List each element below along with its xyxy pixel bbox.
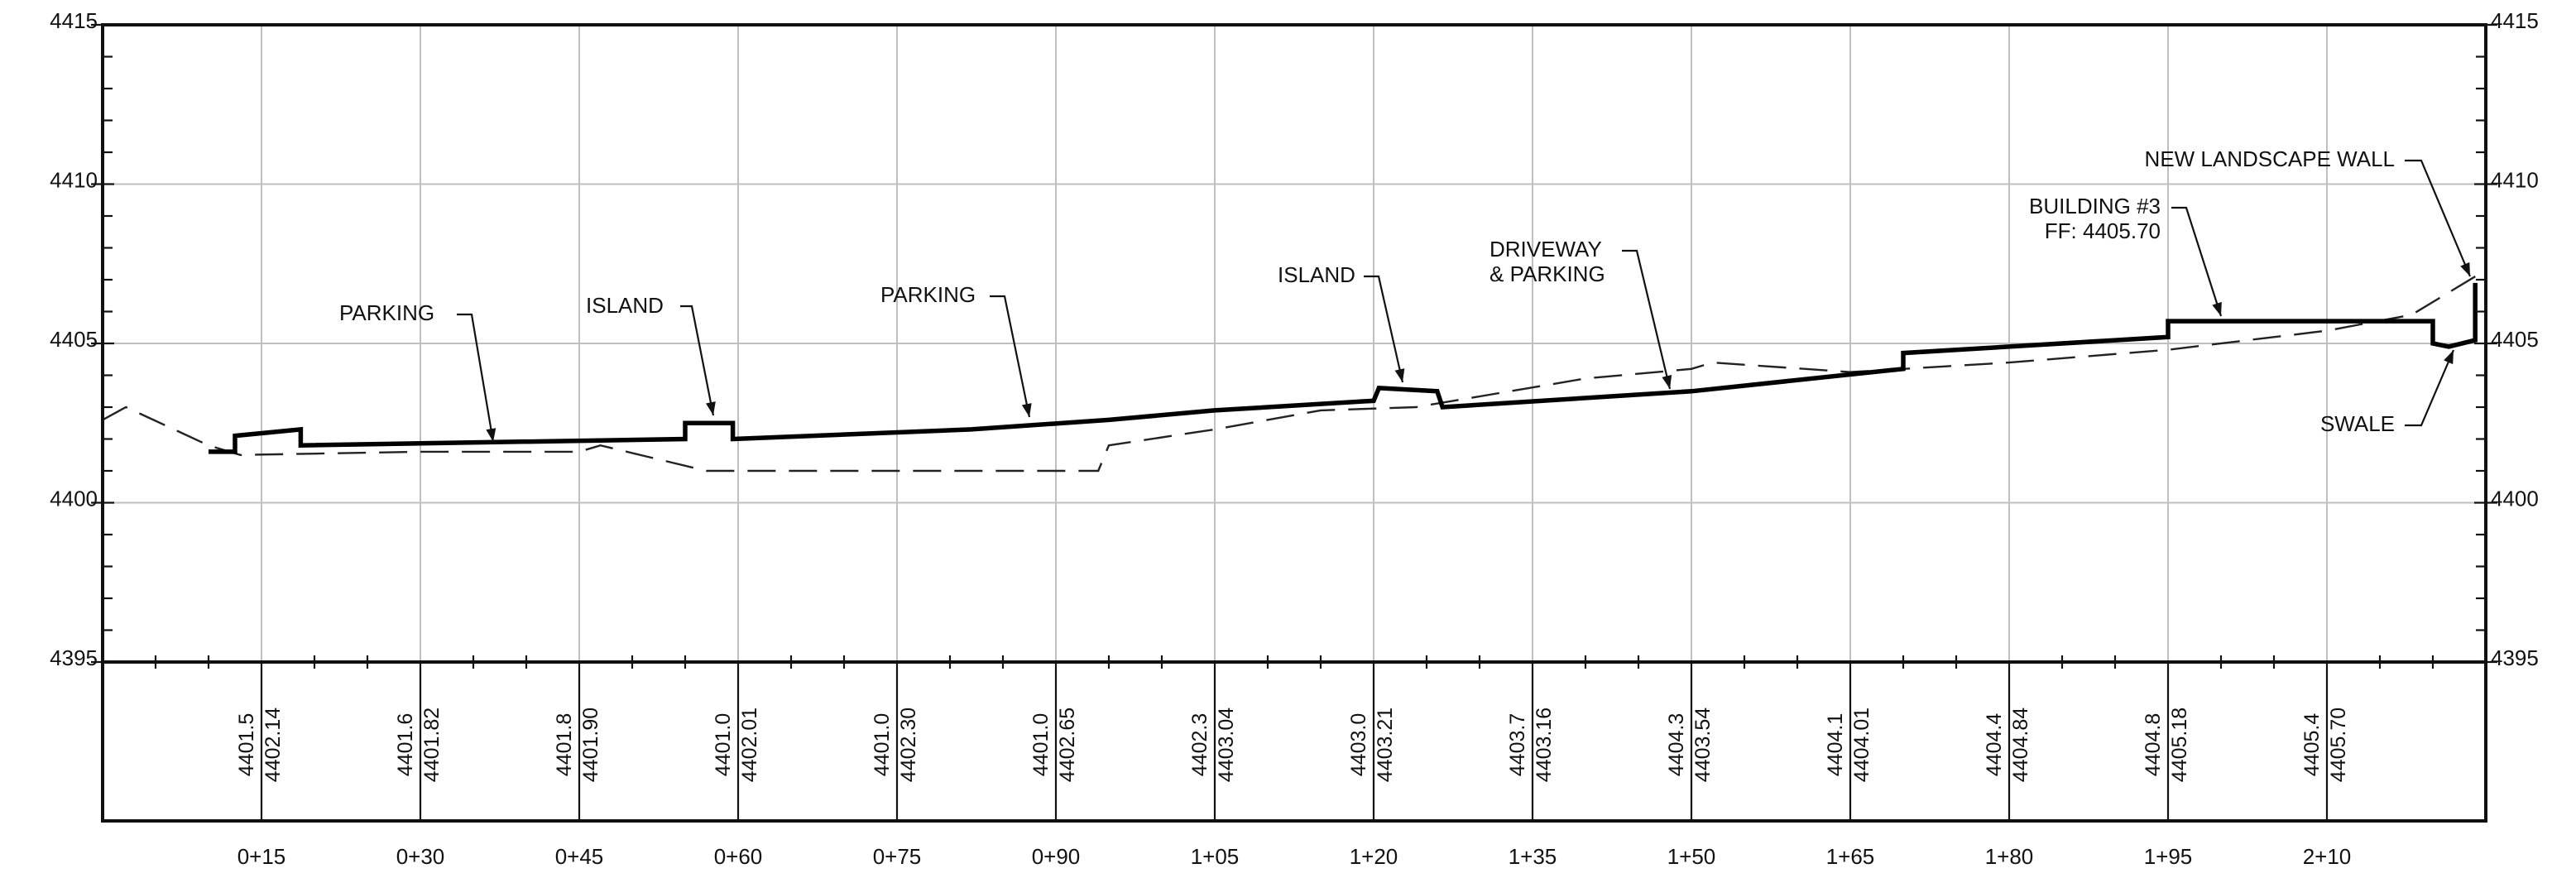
callout-arrowhead xyxy=(706,401,716,415)
existing-grade-value: 4403.0 xyxy=(1347,713,1370,776)
axis-labels: 0+15 0+30 0+45 0+60 0+75 0+90 1+05 1+20 1+35 1+50… xyxy=(50,8,2539,869)
callout-label: PARKING xyxy=(880,282,976,307)
proposed-grade-value: 4403.54 xyxy=(1691,708,1715,782)
elevation-label-right: 4410 xyxy=(2491,168,2539,193)
elevation-label-left: 4395 xyxy=(50,645,98,670)
callout-leader xyxy=(2405,159,2472,277)
station-label: 2+10 xyxy=(2303,844,2352,869)
callout-label: NEW LANDSCAPE WALL xyxy=(2145,146,2395,171)
proposed-grade-layer xyxy=(209,282,2478,454)
callout-label: BUILDING #3 xyxy=(2029,194,2161,218)
existing-grade-value: 4405.4 xyxy=(2300,713,2324,777)
existing-grade-layer xyxy=(102,269,2487,473)
elevation-label-right: 4405 xyxy=(2491,327,2539,352)
callout-arrowhead xyxy=(1021,403,1032,417)
existing-grade-value: 4403.7 xyxy=(1506,713,1529,776)
callout-leader xyxy=(1622,249,1672,390)
callout-leader xyxy=(1364,275,1404,383)
station-label: 1+95 xyxy=(2144,844,2193,869)
existing-grade-value: 4401.8 xyxy=(553,713,576,776)
elevation-label-right: 4400 xyxy=(2491,487,2539,511)
existing-grade-value: 4401.5 xyxy=(235,713,258,776)
station-label: 0+60 xyxy=(714,844,763,869)
existing-grade-value: 4402.3 xyxy=(1188,713,1211,776)
callout-leader xyxy=(990,295,1031,418)
callout-arrowhead xyxy=(2460,261,2470,276)
proposed-grade-value: 4405.70 xyxy=(2327,708,2350,782)
callout-arrowhead xyxy=(2212,301,2222,316)
elevation-label-left: 4400 xyxy=(50,487,98,511)
proposed-grade-value: 4403.16 xyxy=(1533,708,1556,782)
proposed-grade-value: 4402.14 xyxy=(261,708,285,782)
existing-grade-value: 4401.0 xyxy=(712,713,735,776)
callout-leader xyxy=(680,305,715,416)
station-label: 1+65 xyxy=(1826,844,1875,869)
elevation-label-right: 4415 xyxy=(2491,8,2539,33)
grid-lines xyxy=(103,24,2486,663)
station-label: 1+80 xyxy=(1985,844,2034,869)
station-label: 1+05 xyxy=(1191,844,1240,869)
proposed-grade-value: 4402.65 xyxy=(1056,708,1079,782)
proposed-grade-value: 4401.82 xyxy=(420,708,444,782)
outer-frame xyxy=(101,23,2487,823)
callout-leader xyxy=(2405,349,2455,427)
existing-grade-value: 4404.3 xyxy=(1665,713,1688,776)
existing-grade-value: 4404.8 xyxy=(2142,713,2165,776)
existing-grade-line xyxy=(102,269,2487,473)
callouts: PARKING ISLAND PARKING ISLAND DRIVEWAY& PARK… xyxy=(339,146,2472,443)
callout-leader xyxy=(457,313,495,443)
existing-grade-value: 4401.0 xyxy=(1029,713,1053,776)
station-label: 0+30 xyxy=(396,844,445,869)
callout-arrowhead xyxy=(1662,375,1672,389)
station-label: 0+90 xyxy=(1032,844,1081,869)
callout-label: ISLAND xyxy=(1278,262,1355,287)
station-label: 0+45 xyxy=(555,844,604,869)
callout-arrowhead xyxy=(2444,350,2454,365)
station-label: 1+50 xyxy=(1667,844,1716,869)
proposed-grade-value: 4403.04 xyxy=(1215,708,1238,782)
callout-label: ISLAND xyxy=(586,293,664,318)
callout-label: PARKING xyxy=(339,300,434,325)
station-label: 1+20 xyxy=(1350,844,1398,869)
proposed-grade-value: 4402.01 xyxy=(738,708,761,782)
callout-label: SWALE xyxy=(2320,411,2395,436)
station-label: 1+35 xyxy=(1509,844,1557,869)
proposed-grade-value: 4404.84 xyxy=(2009,708,2032,782)
existing-grade-value: 4404.1 xyxy=(1824,713,1847,776)
station-label: 0+15 xyxy=(237,844,286,869)
proposed-grade-value: 4401.90 xyxy=(579,708,602,782)
elevation-label-left: 4415 xyxy=(50,8,98,33)
elevation-table: 4401.5 4402.14 4401.6 4401.82 4401.8 4401.90 4… xyxy=(235,662,2350,821)
drawing-frame xyxy=(101,23,2487,823)
callout-leader xyxy=(2171,206,2223,317)
callout-arrowhead xyxy=(486,428,496,442)
station-label: 0+75 xyxy=(873,844,922,869)
callout-label: & PARKING xyxy=(1489,261,1605,286)
callout-label: DRIVEWAY xyxy=(1489,237,1602,261)
proposed-grade-value: 4404.01 xyxy=(1850,708,1873,782)
existing-grade-value: 4401.6 xyxy=(394,713,417,776)
proposed-grade-line xyxy=(209,282,2478,454)
elevation-label-right: 4395 xyxy=(2491,645,2539,670)
existing-grade-value: 4404.4 xyxy=(1983,713,2006,777)
callout-arrowhead xyxy=(1394,368,1405,382)
elevation-label-left: 4410 xyxy=(50,168,98,193)
existing-grade-value: 4401.0 xyxy=(871,713,894,776)
elevation-label-left: 4405 xyxy=(50,327,98,352)
proposed-grade-value: 4403.21 xyxy=(1374,708,1397,782)
proposed-grade-value: 4405.18 xyxy=(2168,708,2191,782)
callout-label: FF: 4405.70 xyxy=(2045,218,2161,243)
proposed-grade-value: 4402.30 xyxy=(897,708,920,782)
